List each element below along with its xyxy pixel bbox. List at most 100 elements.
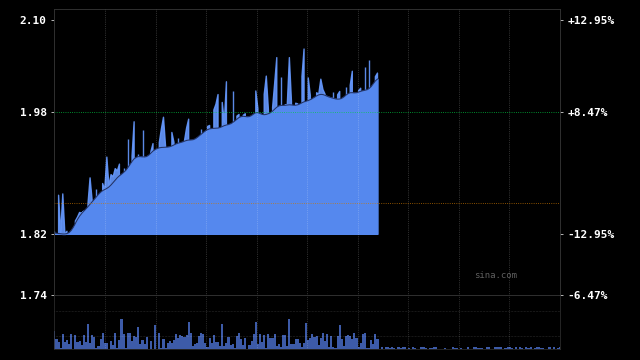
Bar (276, 346, 278, 349)
Bar (529, 347, 532, 349)
Bar (420, 347, 422, 349)
Bar (353, 333, 355, 349)
Bar (368, 348, 370, 349)
Bar (250, 341, 253, 349)
Bar (372, 344, 374, 349)
Bar (553, 347, 555, 349)
Bar (355, 338, 358, 349)
Bar (500, 347, 502, 349)
Bar (416, 348, 419, 349)
Bar (202, 334, 204, 349)
Bar (286, 346, 288, 349)
Bar (387, 347, 389, 349)
Bar (240, 339, 242, 349)
Bar (316, 337, 317, 349)
Bar (143, 344, 146, 349)
Bar (274, 334, 276, 349)
Bar (234, 348, 236, 349)
Bar (381, 347, 383, 349)
Bar (56, 339, 58, 349)
Bar (123, 334, 125, 349)
Bar (246, 348, 248, 349)
Bar (557, 348, 559, 349)
Bar (324, 341, 326, 349)
Bar (127, 333, 129, 349)
Bar (374, 334, 376, 349)
Bar (305, 323, 307, 349)
Bar (53, 331, 56, 349)
Bar (288, 319, 291, 349)
Bar (129, 333, 131, 349)
Bar (186, 334, 188, 349)
Bar (106, 343, 108, 349)
Bar (347, 335, 349, 349)
Bar (61, 334, 64, 349)
Bar (343, 346, 345, 349)
Bar (435, 347, 437, 349)
Bar (60, 348, 61, 349)
Bar (104, 343, 106, 349)
Bar (345, 336, 347, 349)
Text: sina.com: sina.com (474, 271, 517, 280)
Bar (452, 347, 454, 349)
Bar (181, 336, 184, 349)
Bar (248, 345, 250, 349)
Bar (232, 344, 234, 349)
Bar (314, 337, 316, 349)
Bar (397, 347, 399, 349)
Bar (212, 335, 215, 349)
Bar (509, 347, 511, 349)
Bar (95, 348, 97, 349)
Bar (68, 344, 70, 349)
Bar (506, 347, 509, 349)
Bar (330, 336, 332, 349)
Bar (278, 344, 280, 349)
Bar (370, 340, 372, 349)
Bar (335, 348, 337, 349)
Bar (135, 337, 137, 349)
Bar (253, 334, 255, 349)
Bar (227, 337, 230, 349)
Bar (99, 339, 102, 349)
Bar (431, 348, 433, 349)
Bar (173, 340, 175, 349)
Bar (467, 347, 468, 349)
Bar (261, 342, 263, 349)
Bar (414, 348, 416, 349)
Bar (169, 341, 171, 349)
Bar (548, 347, 550, 349)
Bar (402, 347, 404, 349)
Bar (404, 347, 406, 349)
Bar (534, 348, 536, 349)
Bar (64, 342, 66, 349)
Bar (268, 334, 269, 349)
Bar (525, 347, 527, 349)
Bar (163, 339, 164, 349)
Bar (112, 345, 114, 349)
Bar (207, 347, 209, 349)
Bar (393, 348, 396, 349)
Bar (282, 335, 284, 349)
Bar (337, 336, 339, 349)
Bar (309, 338, 312, 349)
Bar (511, 348, 513, 349)
Bar (146, 337, 148, 349)
Bar (140, 344, 141, 349)
Bar (93, 337, 95, 349)
Bar (87, 324, 89, 349)
Bar (477, 348, 479, 349)
Bar (211, 343, 212, 349)
Bar (454, 348, 456, 349)
Bar (504, 348, 506, 349)
Bar (496, 347, 498, 349)
Bar (118, 340, 120, 349)
Bar (326, 334, 328, 349)
Bar (198, 336, 200, 349)
Bar (236, 336, 238, 349)
Bar (89, 343, 91, 349)
Bar (114, 333, 116, 349)
Bar (76, 342, 79, 349)
Bar (85, 342, 87, 349)
Bar (166, 343, 169, 349)
Bar (412, 347, 414, 349)
